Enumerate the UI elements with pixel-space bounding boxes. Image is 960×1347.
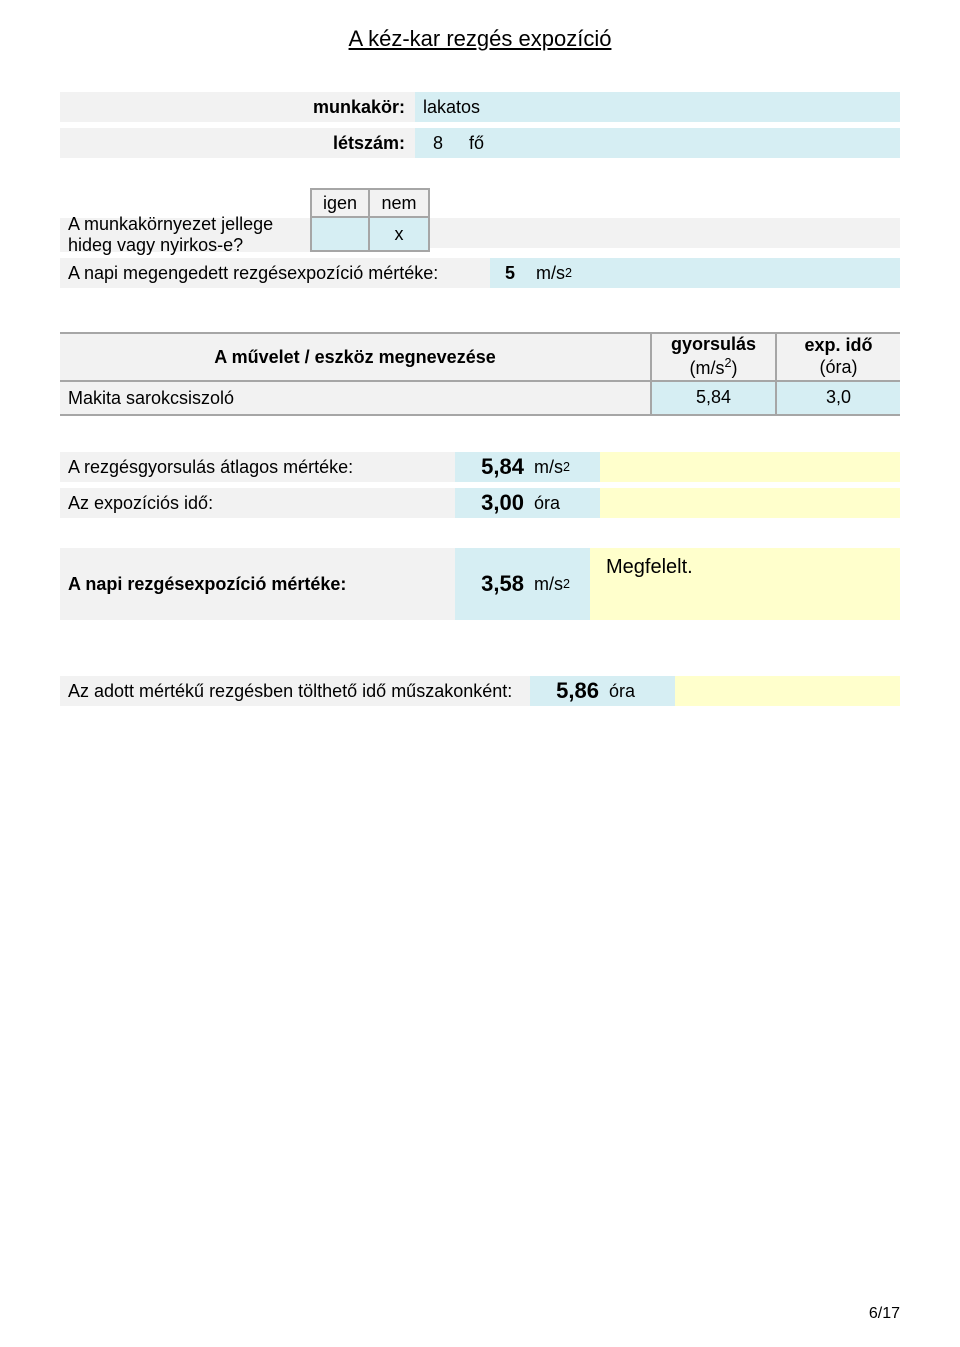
results-block: A rezgésgyorsulás átlagos mértéke: 5,84 … [60,452,900,518]
job-value: lakatos [415,92,900,122]
limit-label: A napi megengedett rezgésexpozíció mérté… [60,258,455,288]
avg-unit: m/s2 [530,452,600,482]
tools-col3-head: exp. idő (óra) [775,334,900,380]
tools-table: A művelet / eszköz megnevezése gyorsulás… [60,332,900,416]
page-number: 6/17 [869,1305,900,1323]
tools-col1-head: A művelet / eszköz megnevezése [60,334,650,380]
count-label: létszám: [60,128,415,158]
count-value: 8 [423,133,453,154]
yesno-question: A munkakörnyezet jellege hideg vagy nyir… [60,218,310,252]
daily-status: Megfelelt. [590,548,900,620]
shift-block: Az adott mértékű rezgésben tölthető idő … [60,676,900,706]
count-unit: fő [469,133,484,154]
yesno-table: igen nem A munkakörnyezet jellege hideg … [60,188,900,252]
daily-value: 3,58 [455,548,530,620]
shift-row: Az adott mértékű rezgésben tölthető idő … [60,676,900,706]
shift-status [675,676,900,706]
yesno-answer-no: x [370,218,430,252]
tool-accel: 5,84 [650,382,775,414]
exptime-row: Az expozíciós idő: 3,00 óra [60,488,900,518]
daily-unit: m/s2 [530,548,590,620]
tools-col2-head: gyorsulás (m/s2) [650,334,775,380]
count-row: létszám: 8 fő [60,128,900,158]
limit-value: 5 [490,258,530,288]
page-title: A kéz-kar rezgés expozíció [60,26,900,52]
avg-label: A rezgésgyorsulás átlagos mértéke: [60,452,455,482]
table-row: Makita sarokcsiszoló 5,84 3,0 [60,382,900,416]
daily-label: A napi rezgésexpozíció mértéke: [60,548,455,620]
job-row: munkakör: lakatos [60,92,900,122]
job-label: munkakör: [60,92,415,122]
tool-name: Makita sarokcsiszoló [60,382,650,414]
shift-value: 5,86 [530,676,605,706]
limit-row: A napi megengedett rezgésexpozíció mérté… [60,258,900,288]
tool-time: 3,0 [775,382,900,414]
count-value-wrap: 8 fő [415,128,900,158]
limit-unit: m/s2 [530,258,900,288]
avg-status [600,452,900,482]
exptime-unit: óra [530,488,600,518]
daily-result: A napi rezgésexpozíció mértéke: 3,58 m/s… [60,548,900,620]
exptime-status [600,488,900,518]
avg-value: 5,84 [455,452,530,482]
shift-label: Az adott mértékű rezgésben tölthető idő … [60,676,530,706]
avg-row: A rezgésgyorsulás átlagos mértéke: 5,84 … [60,452,900,482]
yesno-head-no: nem [370,188,430,218]
shift-unit: óra [605,676,675,706]
yesno-head-yes: igen [310,188,370,218]
yesno-answer-yes [310,218,370,252]
exptime-label: Az expozíciós idő: [60,488,455,518]
exptime-value: 3,00 [455,488,530,518]
